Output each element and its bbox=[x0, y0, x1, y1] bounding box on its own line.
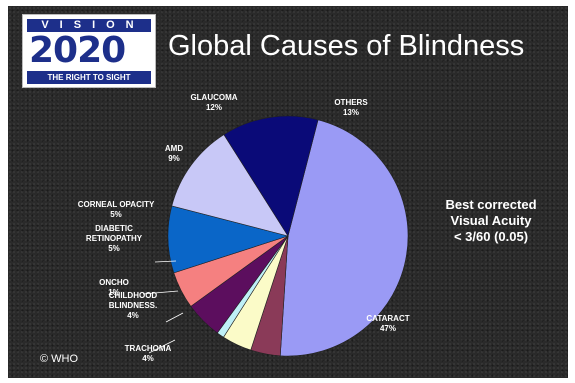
slice-percent-amd: 9% bbox=[168, 154, 180, 163]
leader-line-oncho bbox=[142, 290, 179, 295]
slice-name-glaucoma: GLAUCOMA bbox=[190, 93, 237, 102]
slice-percent-cataract: 47% bbox=[380, 324, 396, 333]
slice-percent-glaucoma: 12% bbox=[206, 103, 222, 112]
slice-label-trachoma: TRACHOMA 4% bbox=[125, 344, 172, 363]
slice-name-childhood-blindness: BLINDNESS. bbox=[109, 301, 157, 310]
slice-percent-corneal-opacity: 5% bbox=[110, 210, 122, 219]
slice-name-corneal-opacity: CORNEAL OPACITY bbox=[78, 200, 155, 209]
chart-title: Global Causes of Blindness bbox=[168, 30, 525, 62]
slice-name-diabetic-retinopathy: RETINOPATHY bbox=[86, 234, 143, 243]
slice-label-amd: AMD 9% bbox=[165, 144, 183, 163]
slice-label-corneal-opacity: CORNEAL OPACITY 5% bbox=[78, 200, 155, 219]
slice-percent-others: 13% bbox=[343, 108, 359, 117]
logo-2020-text: 2020 bbox=[29, 30, 126, 71]
acuity-note-line-3: < 3/60 (0.05) bbox=[453, 229, 529, 244]
acuity-note: Best corrected Visual Acuity < 3/60 (0.0… bbox=[426, 197, 556, 245]
pie-chart: CATARACT 47%TRACHOMA 4%CHILDHOOD BLINDNESS.… bbox=[78, 93, 410, 363]
slice-label-glaucoma: GLAUCOMA 12% bbox=[190, 93, 237, 112]
slice-label-oncho: ONCHO 1% bbox=[99, 278, 129, 297]
slice-name-others: OTHERS bbox=[334, 98, 368, 107]
pie-slice-cataract bbox=[279, 119, 409, 357]
acuity-note-line-2: Visual Acuity bbox=[450, 213, 532, 228]
slice-name-childhood-blindness: CHILDHOOD bbox=[109, 291, 158, 300]
slice-label-diabetic-retinopathy: DIABETIC RETINOPATHY 5% bbox=[86, 224, 143, 253]
pie-slice-others bbox=[223, 115, 319, 237]
vision-2020-logo: VISION 2020 THE RIGHT TO SIGHT bbox=[22, 14, 156, 88]
acuity-note-line-1: Best corrected bbox=[445, 197, 537, 212]
leader-line-childhood-blindness bbox=[165, 312, 184, 323]
leader-line-trachoma bbox=[148, 339, 176, 354]
slice-percent-oncho: 1% bbox=[108, 288, 120, 297]
slice-label-others: OTHERS 13% bbox=[334, 98, 368, 117]
leader-line-diabetic-retinopathy bbox=[154, 260, 177, 263]
slice-name-oncho: ONCHO bbox=[99, 278, 129, 287]
slice-percent-trachoma: 4% bbox=[142, 354, 154, 363]
slide: VISION 2020 THE RIGHT TO SIGHT Global Ca… bbox=[8, 6, 568, 378]
slice-name-cataract: CATARACT bbox=[366, 314, 409, 323]
slice-label-childhood-blindness: CHILDHOOD BLINDNESS. 4% bbox=[109, 291, 158, 320]
slice-percent-childhood-blindness: 4% bbox=[127, 311, 139, 320]
slice-percent-diabetic-retinopathy: 5% bbox=[108, 244, 120, 253]
slice-name-diabetic-retinopathy: DIABETIC bbox=[95, 224, 133, 233]
logo-tagline: THE RIGHT TO SIGHT bbox=[27, 71, 151, 84]
slice-name-amd: AMD bbox=[165, 144, 183, 153]
slice-name-trachoma: TRACHOMA bbox=[125, 344, 172, 353]
logo-vision-text: VISION bbox=[27, 19, 151, 32]
slice-label-cataract: CATARACT 47% bbox=[366, 314, 409, 333]
pie-slice-glaucoma bbox=[171, 134, 289, 237]
who-credit: © WHO bbox=[40, 353, 79, 365]
